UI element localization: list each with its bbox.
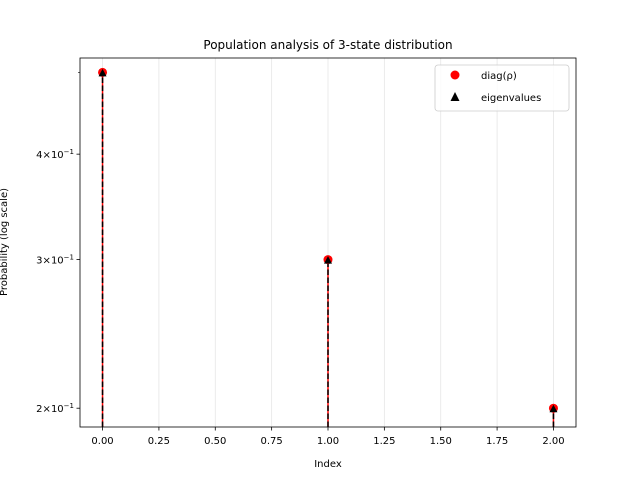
x-tick-label: 0.25 bbox=[148, 436, 170, 447]
legend-circle-marker bbox=[450, 70, 460, 80]
chart-title: Population analysis of 3-state distribut… bbox=[203, 38, 452, 52]
legend-triangle-marker bbox=[450, 92, 460, 101]
marker-eigenvalue bbox=[324, 256, 332, 264]
y-tick-label: 3×10−1 bbox=[36, 254, 74, 267]
x-axis: 0.00 0.25 0.50 0.75 1.00 1.25 1.50 1.75 2.00 bbox=[91, 427, 565, 447]
x-tick-label: 0.00 bbox=[91, 436, 113, 447]
y-tick-label: 4×10−1 bbox=[36, 148, 74, 161]
y-tick-base: 10 bbox=[51, 256, 64, 267]
x-tick-label: 1.50 bbox=[430, 436, 452, 447]
x-tick-label: 2.00 bbox=[542, 436, 564, 447]
x-tick-label: 1.25 bbox=[373, 436, 395, 447]
marker-eigenvalue bbox=[549, 404, 558, 413]
y-tick-mantissa: 3 bbox=[36, 256, 42, 267]
y-axis: 2×10−1 3×10−1 4×10−1 bbox=[36, 72, 80, 415]
y-tick-exponent: −1 bbox=[64, 148, 74, 156]
data-markers bbox=[98, 67, 558, 413]
x-tick-label: 0.50 bbox=[204, 436, 226, 447]
legend: diag(ρ) eigenvalues bbox=[434, 64, 570, 112]
x-tick-label: 1.75 bbox=[486, 436, 508, 447]
stem-lines bbox=[101, 72, 555, 427]
y-axis-label: Probability (log scale) bbox=[0, 188, 10, 296]
x-tick-label: 0.75 bbox=[261, 436, 283, 447]
y-tick-exponent: −1 bbox=[64, 402, 74, 410]
x-tick-label: 1.00 bbox=[317, 436, 339, 447]
y-tick-base: 10 bbox=[51, 150, 64, 161]
marker-eigenvalue bbox=[98, 68, 107, 77]
y-tick-label: 2×10−1 bbox=[36, 402, 74, 415]
legend-label-eigenvalues: eigenvalues bbox=[481, 93, 541, 104]
y-tick-mantissa: 2 bbox=[36, 404, 42, 415]
y-tick-mantissa: 4 bbox=[36, 150, 42, 161]
legend-box bbox=[434, 64, 570, 112]
legend-label-diag: diag(ρ) bbox=[481, 71, 517, 82]
x-axis-label: Index bbox=[314, 459, 342, 470]
y-tick-base: 10 bbox=[51, 404, 64, 415]
y-tick-exponent: −1 bbox=[64, 254, 74, 262]
